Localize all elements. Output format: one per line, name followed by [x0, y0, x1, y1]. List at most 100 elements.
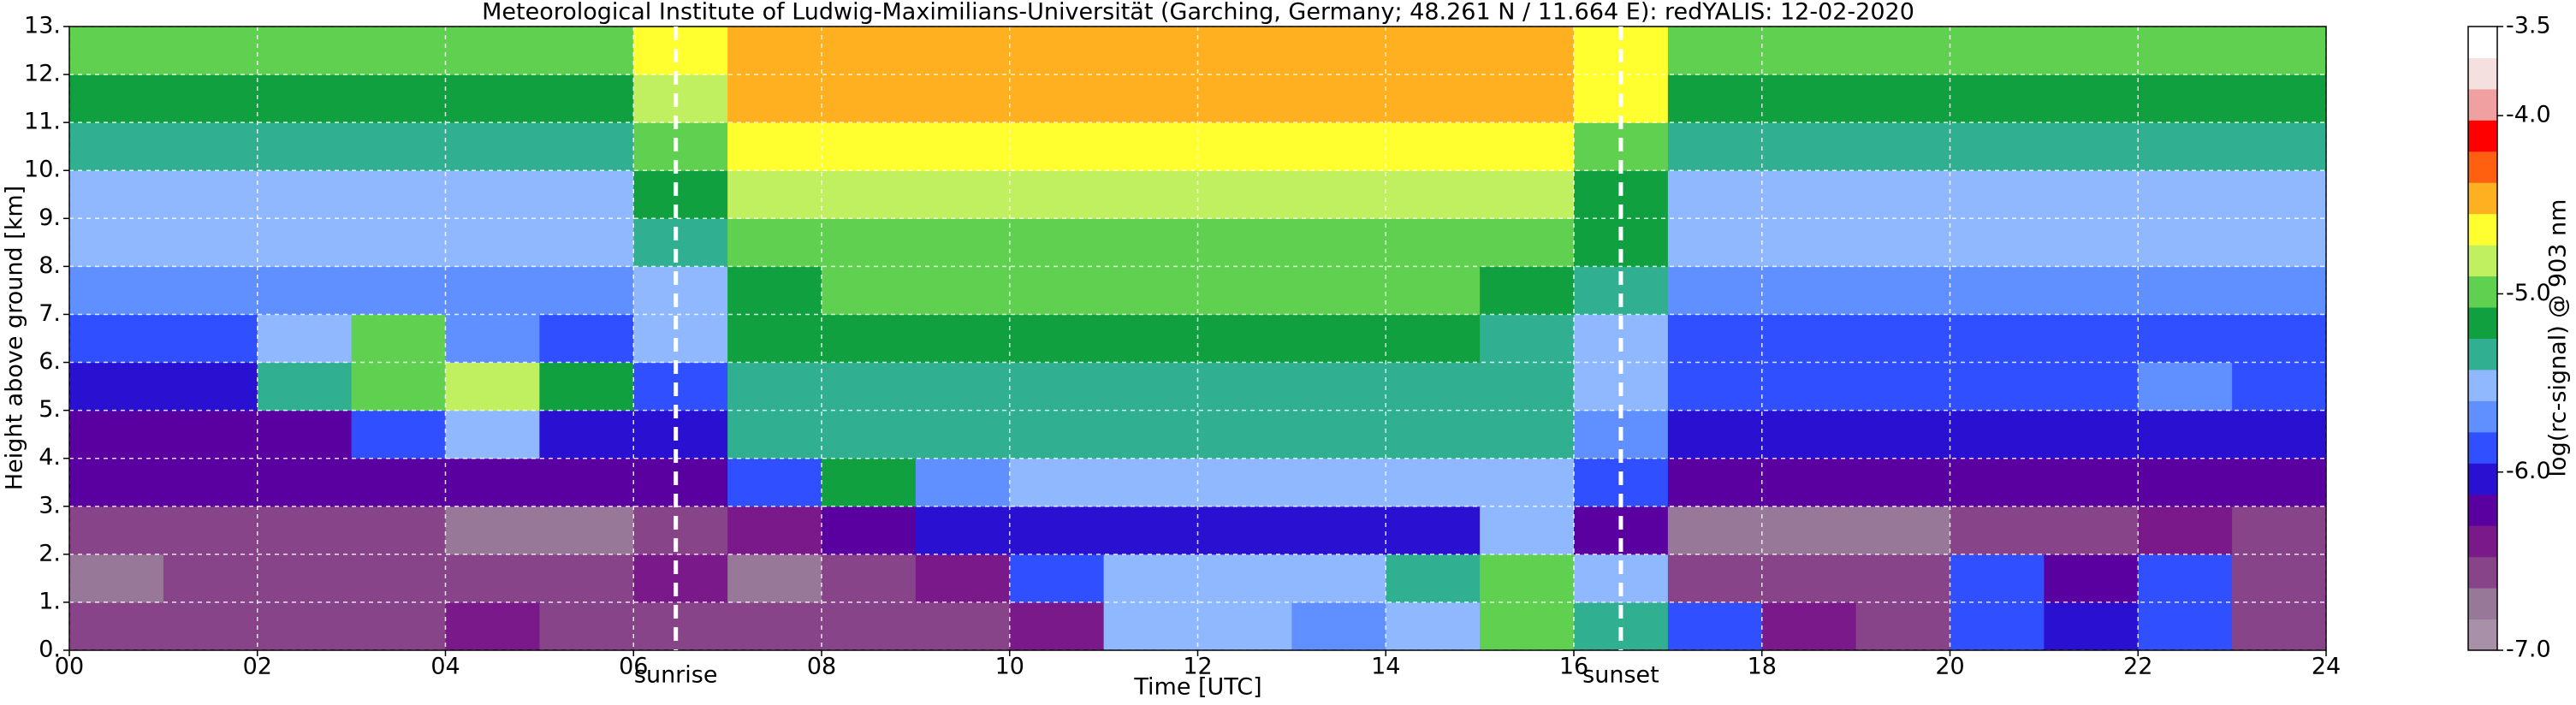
- heatmap-cell: [1009, 74, 1105, 123]
- heatmap-cell: [351, 170, 446, 219]
- heatmap-cell: [822, 506, 917, 555]
- y-tick-label: 8.: [39, 252, 61, 279]
- heatmap-cell: [1386, 27, 1481, 75]
- x-tick-label: 16: [1559, 654, 1588, 680]
- heatmap-cell: [69, 601, 164, 651]
- heatmap-cell: [633, 362, 728, 412]
- heatmap-cell: [445, 122, 540, 171]
- heatmap-cell: [1009, 601, 1105, 651]
- heatmap-cell: [1386, 458, 1481, 507]
- y-tick-label: 3.: [39, 492, 61, 518]
- colorbar-segment: [2468, 400, 2497, 433]
- heatmap-cell: [1009, 506, 1105, 555]
- heatmap-cell: [1291, 170, 1386, 219]
- heatmap-cell: [1009, 266, 1105, 315]
- heatmap-cell: [1855, 314, 1950, 364]
- heatmap-cell: [445, 458, 540, 507]
- x-tick-label: 24: [2312, 654, 2341, 680]
- heatmap-cell: [1103, 74, 1198, 123]
- heatmap-cell: [1197, 27, 1292, 75]
- heatmap-cell: [257, 362, 353, 412]
- heatmap-cell: [1855, 506, 1950, 555]
- heatmap-cell: [69, 554, 164, 603]
- colorbar-segment: [2468, 307, 2497, 339]
- heatmap-cell: [2232, 122, 2327, 171]
- heatmap-cell: [2138, 410, 2233, 459]
- heatmap-cell: [163, 266, 258, 315]
- heatmap-cell: [1761, 218, 1857, 267]
- heatmap-cell: [1386, 74, 1481, 123]
- heatmap-cell: [445, 314, 540, 364]
- heatmap-cell: [1950, 27, 2045, 75]
- heatmap-cell: [539, 314, 634, 364]
- heatmap-cell: [822, 362, 917, 412]
- heatmap-cell: [1291, 458, 1386, 507]
- heatmap-cell: [1480, 74, 1575, 123]
- x-tick-label: 00: [55, 654, 84, 680]
- heatmap-cell: [822, 554, 917, 603]
- heatmap-cell: [163, 362, 258, 412]
- heatmap-cell: [1197, 506, 1292, 555]
- heatmap-cell: [1103, 170, 1198, 219]
- heatmap-cell: [1103, 314, 1198, 364]
- heatmap-cell: [1480, 27, 1575, 75]
- heatmap-cell: [257, 314, 353, 364]
- heatmap-cell: [2232, 170, 2327, 219]
- heatmap-cell: [69, 410, 164, 459]
- heatmap-cell: [1480, 601, 1575, 651]
- colorbar-segment: [2468, 463, 2497, 495]
- heatmap-cell: [351, 314, 446, 364]
- heatmap-cell: [69, 266, 164, 315]
- heatmap-cell: [727, 218, 822, 267]
- heatmap-cell: [822, 122, 917, 171]
- heatmap-cell: [633, 74, 728, 123]
- heatmap-cell: [351, 74, 446, 123]
- heatmap-cell: [163, 122, 258, 171]
- annotation-label: sunrise: [634, 662, 718, 689]
- heatmap-cell: [633, 218, 728, 267]
- heatmap-cell: [1386, 314, 1481, 364]
- heatmap-cell: [822, 410, 917, 459]
- heatmap-cell: [1480, 314, 1575, 364]
- heatmap-cell: [2232, 410, 2327, 459]
- heatmap-cell: [1197, 266, 1292, 315]
- heatmap-cell: [1103, 410, 1198, 459]
- colorbar-segment: [2468, 27, 2497, 58]
- heatmap-cell: [1197, 362, 1292, 412]
- heatmap-cell: [1197, 74, 1292, 123]
- heatmap-cell: [2044, 122, 2139, 171]
- x-tick-label: 10: [995, 654, 1024, 680]
- heatmap-cell: [1950, 170, 2045, 219]
- heatmap-cell: [1761, 122, 1857, 171]
- heatmap-cell: [1291, 554, 1386, 603]
- heatmap-cell: [1855, 458, 1950, 507]
- heatmap-cell: [727, 314, 822, 364]
- heatmap-cell: [1761, 266, 1857, 315]
- heatmap-cell: [1291, 362, 1386, 412]
- heatmap-cell: [1761, 506, 1857, 555]
- heatmap-cell: [2044, 266, 2139, 315]
- heatmap-cell: [727, 554, 822, 603]
- heatmap-cell: [69, 170, 164, 219]
- y-tick-label: 11.: [24, 109, 61, 135]
- heatmap-cell: [915, 170, 1011, 219]
- heatmap-cell: [1480, 218, 1575, 267]
- colorbar-tick-label: -5.0: [2506, 280, 2551, 306]
- heatmap-cell: [1761, 554, 1857, 603]
- heatmap-cell: [1197, 554, 1292, 603]
- heatmap-cell: [1855, 410, 1950, 459]
- heatmap-cell: [69, 122, 164, 171]
- heatmap-cell: [1291, 314, 1386, 364]
- heatmap-cell: [1667, 410, 1763, 459]
- heatmap-cell: [2138, 122, 2233, 171]
- colorbar-segment: [2468, 245, 2497, 277]
- heatmap-cell: [1761, 170, 1857, 219]
- heatmap-cell: [915, 458, 1011, 507]
- y-axis-label: Height above ground [km]: [2, 186, 28, 490]
- heatmap-cell: [915, 122, 1011, 171]
- heatmap-cell: [163, 506, 258, 555]
- heatmap-cell: [1667, 27, 1763, 75]
- heatmap-cell: [2232, 362, 2327, 412]
- heatmap-cell: [539, 74, 634, 123]
- heatmap-cell: [1386, 601, 1481, 651]
